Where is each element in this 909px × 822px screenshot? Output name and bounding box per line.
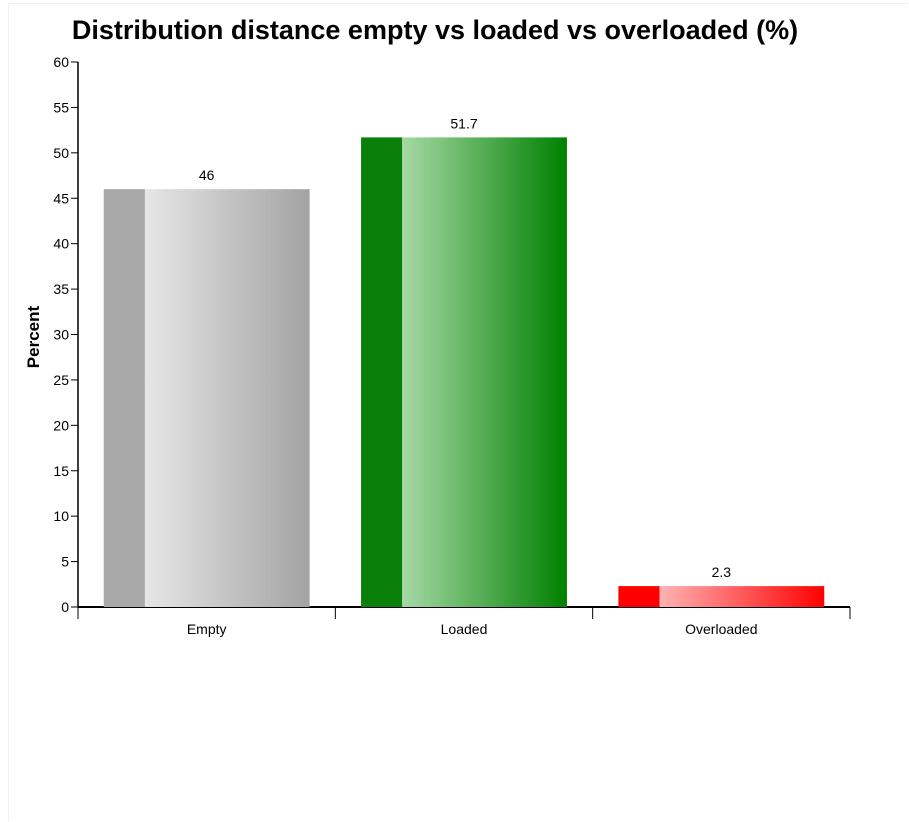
data-label-loaded: 51.7: [450, 115, 477, 131]
y-tick-label: 50: [53, 145, 69, 161]
bar-overloaded: [659, 586, 825, 607]
y-tick-label: 45: [53, 190, 69, 206]
x-category-label: Loaded: [441, 621, 488, 637]
y-tick-label: 15: [53, 463, 69, 479]
y-tick-label: 55: [53, 99, 69, 115]
chart-frame: Distribution distance empty vs loaded vs…: [8, 3, 908, 821]
y-tick-label: 25: [53, 372, 69, 388]
data-label-overloaded: 2.3: [712, 564, 732, 580]
y-tick-label: 35: [53, 281, 69, 297]
y-tick-label: 10: [53, 508, 69, 524]
x-category-label: Empty: [187, 621, 227, 637]
chart-title: Distribution distance empty vs loaded vs…: [72, 15, 798, 45]
bar-empty-side: [103, 189, 145, 607]
bar-loaded-side: [361, 137, 403, 607]
bar-overloaded-side: [618, 586, 660, 607]
y-tick-label: 60: [53, 54, 69, 70]
y-tick-label: 5: [61, 554, 69, 570]
bar-chart: Distribution distance empty vs loaded vs…: [24, 15, 851, 637]
bars: 46 51.7 2.3: [103, 115, 825, 607]
bar-empty: [144, 189, 310, 607]
x-axis: Empty Loaded Overloaded: [77, 606, 851, 637]
y-tick-label: 20: [53, 417, 69, 433]
y-tick-label: 0: [61, 599, 69, 615]
y-axis-label: Percent: [24, 305, 43, 368]
y-axis: 0 5 10 15 20 25 30 35 40 45 50 55 60: [53, 54, 79, 615]
bar-loaded: [402, 137, 567, 607]
y-tick-label: 40: [53, 236, 69, 252]
x-category-label: Overloaded: [685, 621, 757, 637]
y-tick-label: 30: [53, 327, 69, 343]
data-label-empty: 46: [199, 167, 215, 183]
